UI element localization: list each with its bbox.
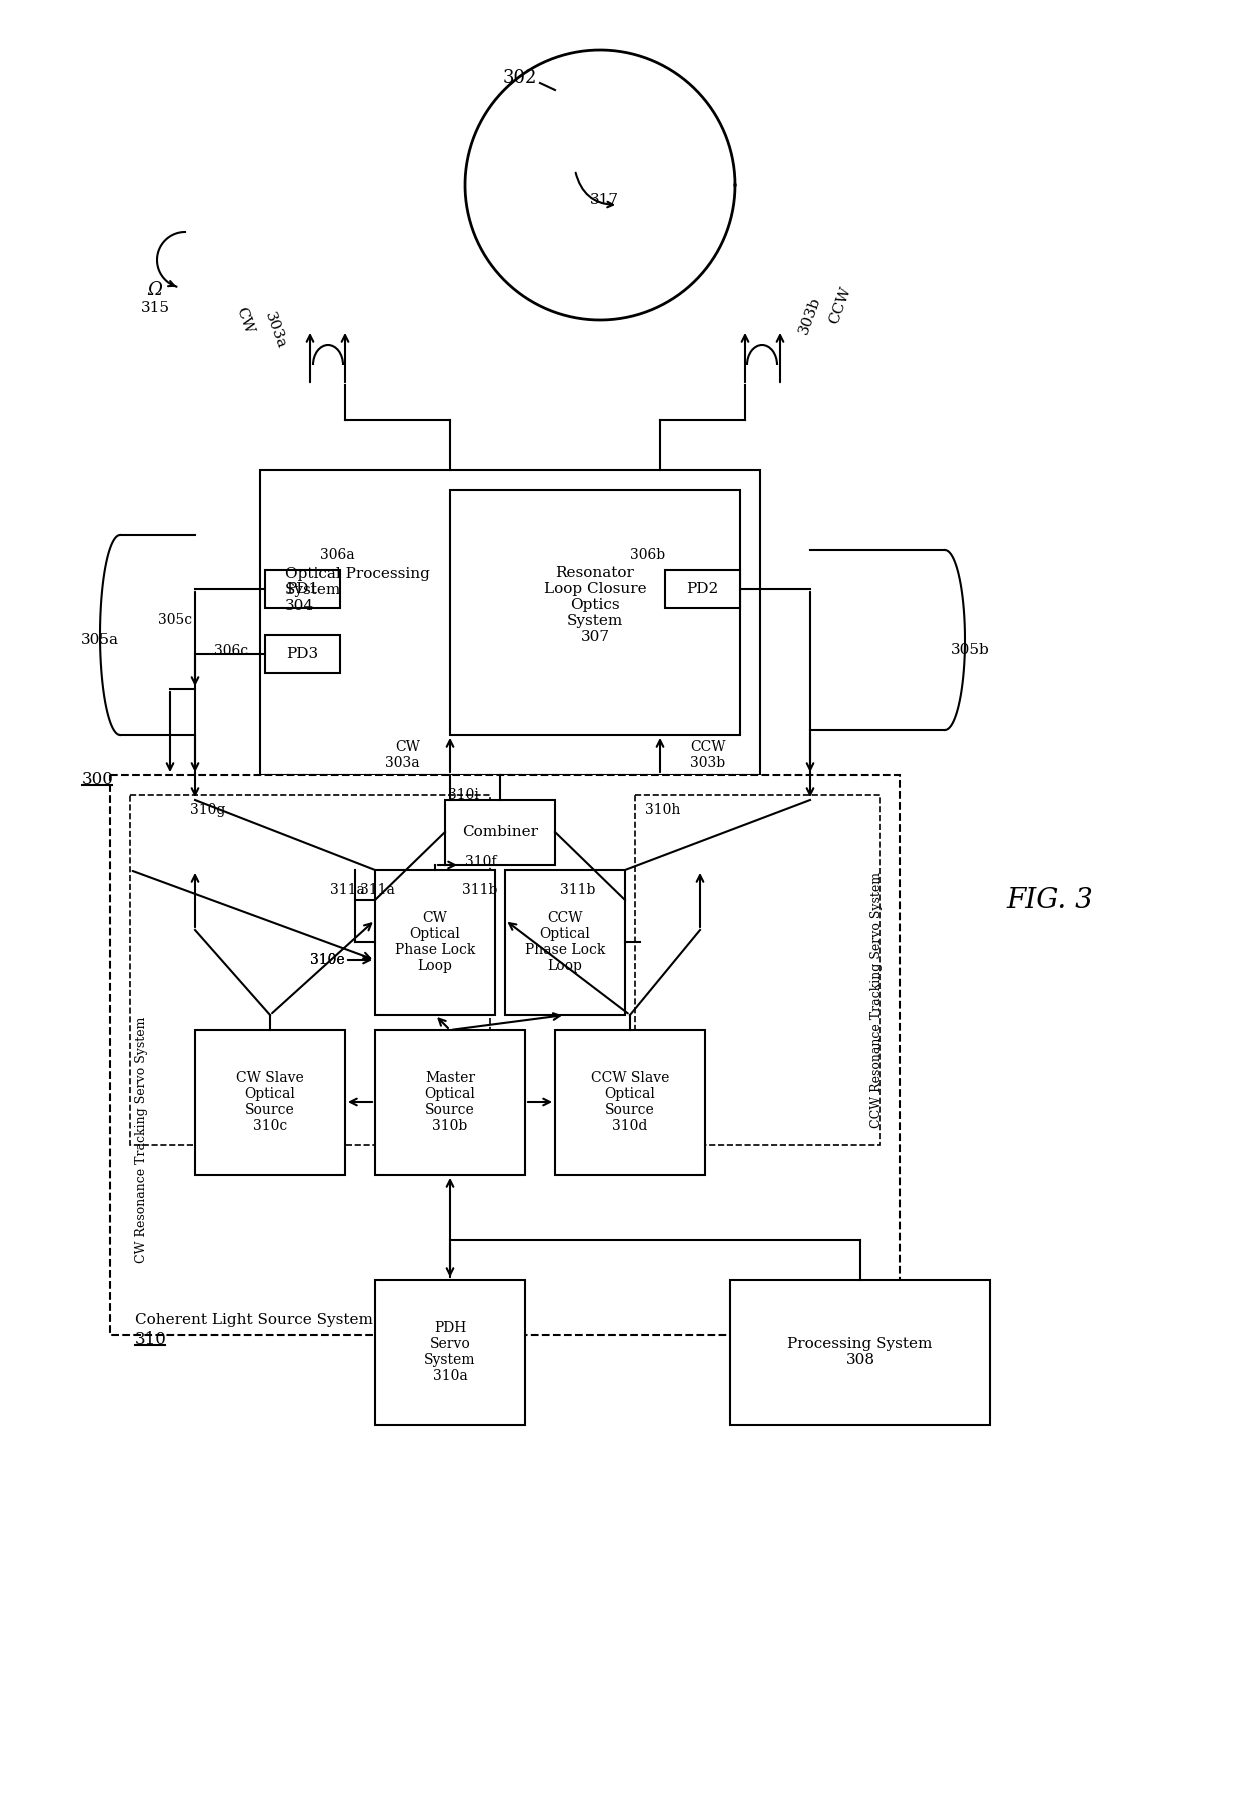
Bar [505, 870, 625, 1016]
Bar [374, 1030, 525, 1174]
Bar [635, 796, 880, 1146]
Text: 303a: 303a [262, 310, 288, 350]
Bar [556, 1030, 706, 1174]
Text: 305b: 305b [951, 642, 990, 657]
Text: Processing System
308: Processing System 308 [787, 1337, 932, 1367]
Bar [260, 471, 760, 776]
Text: 310h: 310h [645, 803, 681, 817]
Text: 315: 315 [140, 301, 170, 316]
Text: 311b: 311b [461, 882, 497, 897]
Text: CCW Slave
Optical
Source
310d: CCW Slave Optical Source 310d [590, 1072, 670, 1133]
Text: CW: CW [234, 305, 257, 336]
Text: 317: 317 [590, 193, 619, 207]
Text: CW
303a: CW 303a [386, 740, 420, 770]
Text: FIG. 3: FIG. 3 [1007, 886, 1094, 913]
Text: PD1: PD1 [286, 583, 319, 595]
Text: CCW
Optical
Phase Lock
Loop: CCW Optical Phase Lock Loop [525, 911, 605, 974]
Text: 306c: 306c [213, 644, 248, 658]
Text: PD3: PD3 [286, 648, 319, 660]
Text: 310g: 310g [190, 803, 226, 817]
Text: 310i: 310i [448, 788, 479, 803]
Text: Resonator
Loop Closure
Optics
System
307: Resonator Loop Closure Optics System 307 [543, 566, 646, 644]
Text: Combiner: Combiner [463, 824, 538, 839]
Text: CW
Optical
Phase Lock
Loop: CW Optical Phase Lock Loop [394, 911, 475, 974]
Text: CCW Resonance Tracking Servo System: CCW Resonance Tracking Servo System [870, 871, 883, 1128]
Bar [130, 796, 490, 1146]
Bar [665, 570, 740, 608]
Text: CCW: CCW [827, 285, 853, 327]
Text: 311a: 311a [330, 882, 365, 897]
Bar [450, 491, 740, 734]
Text: 303b: 303b [797, 294, 823, 336]
Text: 310f: 310f [465, 855, 497, 870]
Bar [265, 635, 340, 673]
Text: 305a: 305a [81, 633, 119, 648]
Bar [195, 1030, 345, 1174]
Text: CW Slave
Optical
Source
310c: CW Slave Optical Source 310c [236, 1072, 304, 1133]
Bar [110, 776, 900, 1335]
Text: Ω: Ω [148, 281, 162, 299]
Bar [265, 570, 340, 608]
Text: PD2: PD2 [686, 583, 718, 595]
Text: CCW
303b: CCW 303b [689, 740, 725, 770]
Text: 306b: 306b [630, 548, 665, 563]
Text: 311b: 311b [560, 882, 595, 897]
Text: Master
Optical
Source
310b: Master Optical Source 310b [424, 1072, 475, 1133]
Text: 306a: 306a [320, 548, 355, 563]
Text: 300: 300 [82, 772, 114, 788]
Text: 310e: 310e [310, 953, 345, 967]
Text: 310e: 310e [310, 953, 345, 967]
Text: 311a: 311a [360, 882, 396, 897]
Text: Optical Processing
System
304: Optical Processing System 304 [285, 566, 430, 613]
Text: CW Resonance Tracking Servo System: CW Resonance Tracking Servo System [135, 1017, 148, 1263]
Bar [445, 799, 556, 864]
Bar [730, 1281, 990, 1425]
Bar [374, 870, 495, 1016]
Text: PDH
Servo
System
310a: PDH Servo System 310a [424, 1321, 476, 1384]
Text: 310: 310 [135, 1331, 167, 1349]
Text: 305c: 305c [157, 613, 192, 628]
Text: 302: 302 [502, 69, 537, 87]
Bar [374, 1281, 525, 1425]
Text: Coherent Light Source System: Coherent Light Source System [135, 1313, 373, 1328]
